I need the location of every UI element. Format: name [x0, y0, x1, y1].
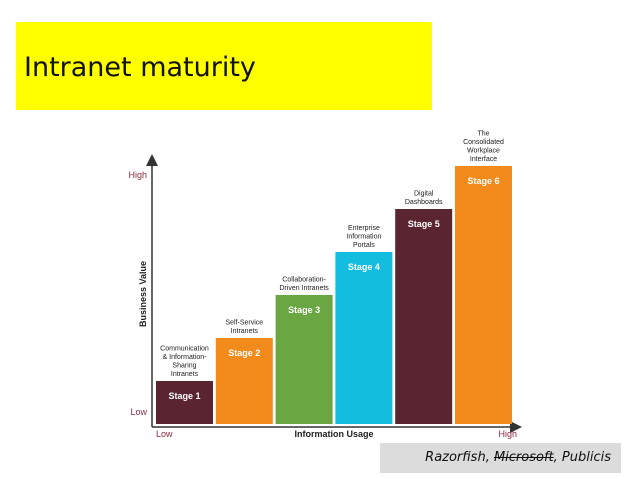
y-low-label: Low: [130, 407, 147, 417]
y-high-label: High: [128, 170, 147, 180]
stage-bar-2: [215, 338, 273, 424]
stage-bar-6: [455, 166, 512, 424]
stage-label-5: Stage 5: [408, 219, 440, 229]
stage-caption-1-line-2: & Information-: [163, 354, 208, 361]
stage-caption-1-line-4: Intranets: [171, 371, 199, 378]
stage-caption-1-line-3: Sharing: [172, 363, 196, 370]
stage-caption-5-line-2: Dashboards: [405, 199, 443, 206]
stage-bar-3: [275, 295, 333, 424]
credit-box: Razorfish, Microsoft, Publicis: [380, 443, 621, 473]
stage-label-1: Stage 1: [168, 391, 200, 401]
stage-caption-6-line-2: Consolidated: [463, 139, 504, 146]
stage-caption-5-line-1: Digital: [414, 191, 434, 198]
slide-title: Intranet maturity: [24, 52, 256, 83]
x-axis-label: Information Usage: [294, 429, 373, 439]
stage-caption-6-line-3: Workplace: [467, 148, 500, 155]
stage-bar-1: [156, 381, 213, 424]
title-banner: Intranet maturity: [16, 22, 432, 110]
stage-bar-4: [335, 252, 393, 424]
stage-label-6: Stage 6: [467, 176, 499, 186]
stage-label-3: Stage 3: [288, 305, 320, 315]
stage-caption-3-line-1: Collaboration-: [282, 277, 326, 284]
stage-bar-5: [395, 209, 453, 424]
y-axis-label: Business Value: [138, 261, 148, 327]
credit-part2: , Publicis: [553, 450, 611, 465]
stage-caption-6-line-1: The: [477, 131, 489, 138]
x-low-label: Low: [156, 429, 173, 439]
stage-caption-1-line-1: Communication: [160, 346, 209, 353]
stage-caption-2-line-2: Intranets: [231, 328, 259, 335]
stage-caption-6-line-4: Interface: [470, 156, 497, 163]
stage-caption-3-line-2: Driven Intranets: [279, 285, 329, 292]
credit-text: Razorfish, Microsoft, Publicis: [425, 450, 611, 465]
credit-struck: Microsoft: [493, 450, 554, 465]
stage-caption-4-line-1: Enterprise: [348, 225, 380, 232]
stage-caption-2-line-1: Self-Service: [225, 320, 263, 327]
stage-label-2: Stage 2: [228, 348, 260, 358]
bars-group: Stage 1 Communication& Information- Sharin…: [156, 131, 512, 424]
stage-label-4: Stage 4: [348, 262, 380, 272]
credit-part1: Razorfish,: [425, 450, 494, 465]
x-high-label: High: [498, 429, 517, 439]
stage-caption-4-line-2: Information: [346, 234, 381, 241]
stage-caption-4-line-3: Portals: [353, 242, 375, 249]
